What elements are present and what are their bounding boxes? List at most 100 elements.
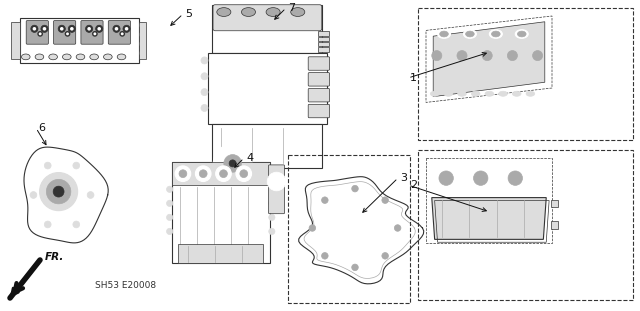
Circle shape bbox=[382, 253, 388, 259]
FancyBboxPatch shape bbox=[212, 124, 323, 168]
Circle shape bbox=[13, 41, 19, 47]
Circle shape bbox=[269, 228, 275, 234]
Circle shape bbox=[201, 73, 208, 80]
Circle shape bbox=[352, 264, 358, 271]
Ellipse shape bbox=[513, 91, 521, 96]
Ellipse shape bbox=[35, 54, 44, 60]
Circle shape bbox=[140, 22, 145, 28]
Ellipse shape bbox=[358, 208, 377, 223]
Circle shape bbox=[97, 27, 101, 30]
FancyBboxPatch shape bbox=[308, 57, 330, 70]
Circle shape bbox=[31, 25, 38, 32]
Bar bbox=[318, 37, 328, 41]
Circle shape bbox=[224, 155, 241, 172]
FancyBboxPatch shape bbox=[178, 244, 263, 263]
Circle shape bbox=[474, 171, 488, 185]
Ellipse shape bbox=[440, 31, 448, 37]
Circle shape bbox=[394, 225, 401, 231]
Text: SH53 E20008: SH53 E20008 bbox=[95, 281, 156, 290]
Circle shape bbox=[166, 228, 173, 234]
Polygon shape bbox=[432, 197, 547, 239]
Ellipse shape bbox=[515, 30, 528, 38]
Ellipse shape bbox=[63, 54, 71, 60]
Polygon shape bbox=[299, 177, 424, 284]
Ellipse shape bbox=[104, 54, 112, 60]
Circle shape bbox=[76, 202, 89, 216]
Ellipse shape bbox=[291, 8, 305, 16]
Circle shape bbox=[125, 27, 129, 30]
FancyBboxPatch shape bbox=[213, 5, 322, 31]
Circle shape bbox=[115, 27, 118, 30]
FancyBboxPatch shape bbox=[54, 21, 76, 44]
Circle shape bbox=[123, 25, 130, 32]
Text: 4: 4 bbox=[246, 153, 253, 163]
Ellipse shape bbox=[530, 229, 538, 235]
Text: 1: 1 bbox=[410, 73, 417, 83]
Circle shape bbox=[236, 166, 252, 182]
Circle shape bbox=[41, 25, 48, 32]
Circle shape bbox=[216, 166, 231, 182]
Ellipse shape bbox=[485, 91, 493, 96]
Circle shape bbox=[13, 32, 19, 37]
Circle shape bbox=[314, 91, 323, 99]
Circle shape bbox=[140, 50, 145, 56]
Circle shape bbox=[201, 57, 208, 64]
Circle shape bbox=[229, 160, 236, 167]
Ellipse shape bbox=[217, 8, 231, 16]
Circle shape bbox=[199, 170, 207, 178]
Circle shape bbox=[60, 27, 63, 30]
Circle shape bbox=[432, 51, 442, 61]
Circle shape bbox=[267, 172, 286, 191]
Polygon shape bbox=[433, 22, 545, 97]
Circle shape bbox=[43, 27, 46, 30]
Bar bbox=[139, 21, 146, 59]
Circle shape bbox=[195, 166, 211, 182]
Circle shape bbox=[309, 225, 316, 231]
Circle shape bbox=[86, 25, 93, 32]
Ellipse shape bbox=[327, 211, 350, 228]
Ellipse shape bbox=[471, 91, 480, 96]
Ellipse shape bbox=[526, 91, 535, 96]
Circle shape bbox=[70, 27, 74, 30]
FancyBboxPatch shape bbox=[308, 73, 330, 86]
Circle shape bbox=[220, 170, 227, 178]
Circle shape bbox=[502, 165, 528, 191]
Circle shape bbox=[179, 170, 187, 178]
Ellipse shape bbox=[490, 30, 502, 38]
Ellipse shape bbox=[21, 54, 30, 60]
Ellipse shape bbox=[266, 8, 280, 16]
Circle shape bbox=[87, 27, 91, 30]
Circle shape bbox=[433, 165, 459, 191]
FancyBboxPatch shape bbox=[20, 18, 139, 63]
Circle shape bbox=[321, 253, 328, 259]
Ellipse shape bbox=[517, 31, 526, 37]
Circle shape bbox=[40, 173, 77, 211]
Circle shape bbox=[33, 27, 36, 30]
FancyBboxPatch shape bbox=[269, 165, 285, 214]
Circle shape bbox=[201, 104, 208, 111]
Circle shape bbox=[166, 186, 173, 193]
Circle shape bbox=[140, 41, 145, 47]
Circle shape bbox=[457, 51, 467, 61]
Ellipse shape bbox=[358, 238, 371, 248]
Circle shape bbox=[53, 186, 64, 197]
Text: FR.: FR. bbox=[45, 252, 65, 262]
Circle shape bbox=[314, 75, 323, 83]
Ellipse shape bbox=[458, 91, 467, 96]
Circle shape bbox=[13, 22, 19, 28]
Circle shape bbox=[269, 214, 275, 220]
Polygon shape bbox=[24, 147, 108, 243]
Circle shape bbox=[314, 106, 323, 115]
Circle shape bbox=[482, 51, 492, 61]
FancyBboxPatch shape bbox=[212, 5, 323, 53]
Bar bbox=[288, 155, 410, 303]
Bar bbox=[418, 8, 633, 140]
Ellipse shape bbox=[463, 30, 476, 38]
Circle shape bbox=[439, 171, 453, 185]
Circle shape bbox=[44, 221, 51, 228]
FancyBboxPatch shape bbox=[308, 104, 330, 118]
Circle shape bbox=[73, 162, 79, 169]
Bar bbox=[418, 150, 633, 300]
Circle shape bbox=[46, 179, 71, 204]
Circle shape bbox=[30, 192, 37, 198]
